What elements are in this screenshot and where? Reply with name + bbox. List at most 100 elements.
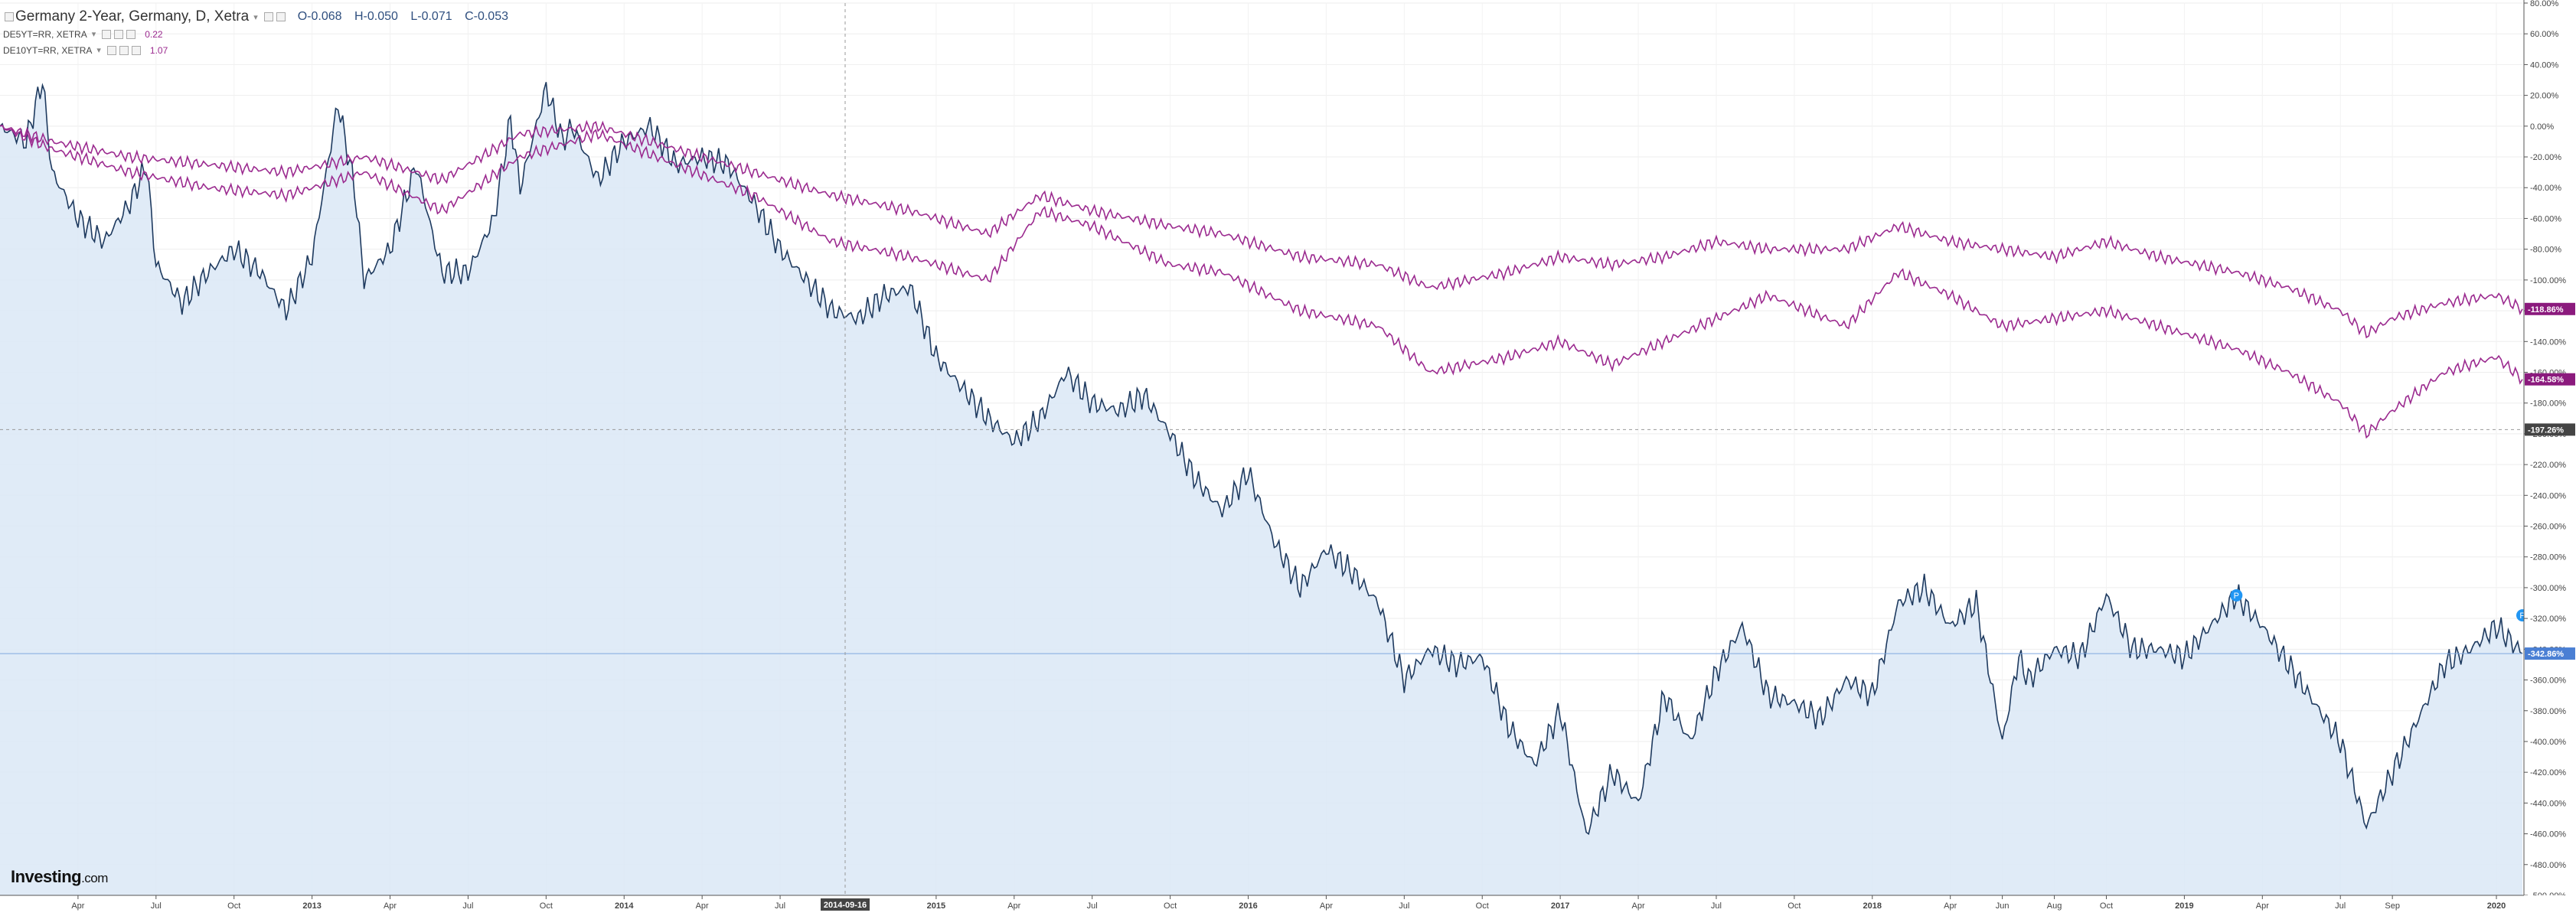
time-axis-label: Jul: [462, 901, 473, 911]
chevron-down-icon[interactable]: ▾: [96, 46, 101, 55]
time-axis-label: Apr: [1631, 901, 1644, 911]
time-axis-label: Jul: [151, 901, 162, 911]
main-series-legend[interactable]: Germany 2-Year, Germany, D, Xetra ▾ O-0.…: [3, 8, 517, 26]
open-value: O-0.068: [297, 10, 342, 23]
price-axis-label: -40.00%: [2530, 184, 2561, 193]
price-axis-label: -180.00%: [2530, 399, 2566, 409]
crosshair-date-tag-bg: [820, 898, 870, 911]
brand-text: Investing: [11, 867, 82, 886]
time-axis-label: Sep: [2385, 901, 2400, 911]
ohlc-values: O-0.068 H-0.050 L-0.071 C-0.053: [298, 10, 517, 24]
series-line-0[interactable]: [0, 82, 2523, 836]
comparison-value: 1.07: [149, 44, 168, 56]
time-axis-label: Jul: [1711, 901, 1722, 911]
time-axis-label: Jul: [1399, 901, 1409, 911]
time-axis-label: 2018: [1863, 901, 1882, 911]
close-icon[interactable]: [126, 29, 136, 39]
time-axis-label: Jun: [1996, 901, 2010, 911]
series-last-value-tag: -164.58%: [2528, 376, 2564, 385]
price-axis-label: -300.00%: [2530, 584, 2566, 593]
time-axis-label: 2016: [1239, 901, 1257, 911]
time-axis-label: Apr: [384, 901, 397, 911]
time-axis-label: Oct: [2100, 901, 2113, 911]
comparison-legend-0[interactable]: DE5YT=RR, XETRA ▾ 0.22: [3, 26, 517, 42]
collapse-icon[interactable]: [5, 12, 14, 21]
series-last-value-tag-bg: [2525, 302, 2575, 315]
low-value: L-0.071: [410, 10, 452, 23]
high-value: H-0.050: [354, 10, 398, 23]
time-axis-label: Apr: [1320, 901, 1333, 911]
comparison-name[interactable]: DE5YT=RR, XETRA: [3, 28, 87, 40]
price-axis-label: -420.00%: [2530, 768, 2566, 777]
time-axis-label: 2019: [2175, 901, 2193, 911]
time-axis-label: 2014: [615, 901, 634, 911]
price-axis-label: 40.00%: [2530, 60, 2559, 70]
time-axis-label: Apr: [2256, 901, 2269, 911]
comparison-name[interactable]: DE10YT=RR, XETRA: [3, 44, 93, 56]
time-axis-label: Oct: [1476, 901, 1489, 911]
price-axis-label: 80.00%: [2530, 0, 2559, 8]
time-axis-label: Apr: [1944, 901, 1957, 911]
time-axis[interactable]: [0, 895, 2576, 916]
main-series-title[interactable]: Germany 2-Year, Germany, D, Xetra: [15, 8, 250, 24]
price-axis-label: -460.00%: [2530, 830, 2566, 839]
settings-icon[interactable]: [102, 29, 112, 39]
price-axis-label: 60.00%: [2530, 30, 2559, 39]
close-value: C-0.053: [465, 10, 508, 23]
time-axis-label: Jul: [1087, 901, 1098, 911]
time-axis-label: Aug: [2047, 901, 2062, 911]
time-axis-label: Oct: [1164, 901, 1177, 911]
brand-suffix: .com: [81, 871, 108, 885]
price-axis-label: -280.00%: [2530, 553, 2566, 562]
visibility-icon[interactable]: [114, 29, 124, 39]
series-line-2[interactable]: [0, 119, 2523, 339]
time-axis-label: Oct: [540, 901, 553, 911]
series-line-1[interactable]: [0, 125, 2523, 439]
time-axis-label: Apr: [696, 901, 709, 911]
time-axis-label: Jul: [2335, 901, 2346, 911]
close-icon[interactable]: [276, 12, 286, 21]
settings-icon[interactable]: [106, 45, 116, 55]
series-last-value-tag-bg: [2525, 647, 2575, 660]
time-axis-label: Apr: [71, 901, 84, 911]
series-last-value-tag: -118.86%: [2528, 305, 2564, 315]
time-axis-label: 2015: [927, 901, 945, 911]
time-axis-label: Jul: [775, 901, 785, 911]
price-axis-label: -60.00%: [2530, 214, 2561, 223]
time-axis-label: 2013: [302, 901, 321, 911]
comparison-value: 0.22: [145, 28, 163, 40]
crosshair-date-tag: 2014-09-16: [824, 901, 867, 910]
event-marker-icon[interactable]: [2230, 588, 2243, 601]
series-last-value-tag: -342.86%: [2528, 650, 2564, 659]
price-axis-label: -380.00%: [2530, 707, 2566, 716]
price-axis-label: -480.00%: [2530, 861, 2566, 870]
price-axis-label: -400.00%: [2530, 738, 2566, 747]
price-axis-label: -80.00%: [2530, 246, 2561, 255]
price-axis-label: -100.00%: [2530, 276, 2566, 285]
chevron-down-icon[interactable]: ▾: [91, 30, 96, 39]
chevron-down-icon[interactable]: ▾: [253, 12, 258, 22]
time-axis-label: 2020: [2487, 901, 2506, 911]
settings-icon[interactable]: [263, 12, 273, 21]
crosshair-value-tag-bg: [2525, 423, 2575, 436]
close-icon[interactable]: [131, 45, 141, 55]
time-axis-label: 2017: [1551, 901, 1569, 911]
price-axis-label: 0.00%: [2530, 122, 2554, 132]
price-axis-label: -320.00%: [2530, 614, 2566, 624]
event-marker-label: P: [2234, 592, 2239, 601]
price-axis-label: -140.00%: [2530, 337, 2566, 347]
series-last-value-tag-bg: [2525, 373, 2575, 386]
chart-legend: Germany 2-Year, Germany, D, Xetra ▾ O-0.…: [3, 8, 517, 58]
price-axis-label: -440.00%: [2530, 799, 2566, 808]
price-axis-label: -360.00%: [2530, 676, 2566, 686]
price-axis[interactable]: [2524, 0, 2576, 916]
price-axis-label: -240.00%: [2530, 491, 2566, 500]
series-area-fill: [0, 82, 2522, 895]
price-axis-label: 20.00%: [2530, 92, 2559, 101]
price-axis-label: -220.00%: [2530, 461, 2566, 470]
price-axis-label: -20.00%: [2530, 153, 2561, 162]
time-axis-label: Apr: [1007, 901, 1020, 911]
comparison-legend-1[interactable]: DE10YT=RR, XETRA ▾ 1.07: [3, 42, 517, 58]
visibility-icon[interactable]: [119, 45, 129, 55]
